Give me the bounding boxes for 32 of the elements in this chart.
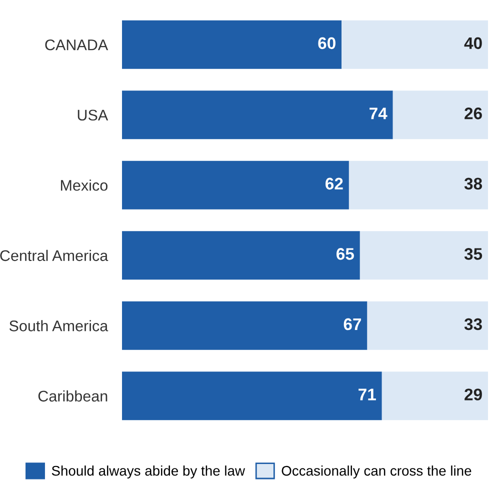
- y-tick-label: South America: [9, 320, 108, 332]
- bar: [382, 372, 488, 420]
- legend-label: Should always abide by the law: [52, 466, 246, 478]
- bar: [122, 20, 342, 69]
- bar: [348, 160, 488, 210]
- bar: [122, 301, 368, 350]
- bar: [367, 301, 488, 350]
- data-label: 60: [318, 37, 336, 50]
- bar: [392, 90, 488, 140]
- bar: [122, 160, 349, 210]
- legend-label: Occasionally can cross the line: [282, 466, 472, 478]
- y-tick-label: Caribbean: [38, 390, 108, 402]
- data-label: 74: [370, 108, 388, 120]
- data-label: 67: [344, 318, 362, 330]
- data-label: 33: [464, 318, 482, 330]
- bar: [122, 231, 360, 280]
- y-tick-label: Mexico: [60, 180, 108, 191]
- data-label: 26: [464, 108, 482, 120]
- bar: [342, 20, 488, 69]
- bar: [122, 90, 393, 140]
- data-label: 40: [464, 37, 482, 50]
- data-label: 38: [464, 178, 482, 190]
- data-label: 35: [464, 248, 482, 260]
- data-label: 62: [326, 178, 343, 190]
- data-label: 65: [336, 248, 354, 260]
- bar: [360, 231, 488, 280]
- data-label: 29: [464, 388, 482, 400]
- y-tick-label: USA: [78, 110, 108, 121]
- data-label: 71: [358, 388, 376, 400]
- y-tick-label: CANADA: [45, 39, 108, 50]
- y-tick-label: Central America: [0, 250, 108, 262]
- bar: [122, 372, 382, 420]
